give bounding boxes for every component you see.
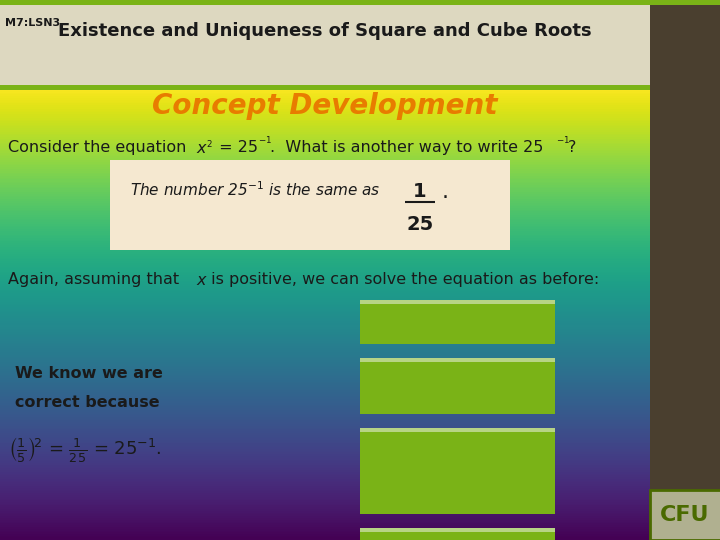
Text: is positive, we can solve the equation as before:: is positive, we can solve the equation a…	[206, 272, 599, 287]
Text: .  What is another way to write 25: . What is another way to write 25	[270, 140, 544, 155]
Text: M7:LSN3: M7:LSN3	[5, 18, 60, 28]
Text: $x$: $x$	[196, 272, 208, 289]
Text: The number 25$^{-1}$ is the same as: The number 25$^{-1}$ is the same as	[130, 180, 380, 199]
Text: .: .	[442, 182, 449, 202]
Bar	[360, 428, 555, 432]
Bar	[0, 0, 650, 5]
Text: Existence and Uniqueness of Square and Cube Roots: Existence and Uniqueness of Square and C…	[58, 22, 592, 40]
Text: Again, assuming that: Again, assuming that	[8, 272, 184, 287]
Text: $\left(\frac{1}{5}\right)^{\!2}$ = $\frac{1}{25}$ = 25$^{-1}$.: $\left(\frac{1}{5}\right)^{\!2}$ = $\fra…	[8, 435, 162, 464]
Bar	[360, 428, 555, 514]
Bar	[650, 0, 720, 540]
Text: Concept Development: Concept Development	[152, 92, 498, 120]
Bar	[360, 300, 555, 304]
Bar	[360, 528, 555, 540]
Text: 25: 25	[406, 215, 433, 234]
Bar	[0, 0, 650, 85]
Bar	[650, 490, 720, 540]
Text: Consider the equation: Consider the equation	[8, 140, 192, 155]
Bar	[650, 0, 720, 5]
Bar	[360, 528, 555, 532]
Text: correct because: correct because	[15, 395, 160, 410]
Bar	[0, 85, 650, 90]
Text: ?: ?	[568, 140, 577, 155]
Bar	[110, 160, 510, 250]
Text: 1: 1	[413, 182, 427, 201]
Text: = 25: = 25	[214, 140, 258, 155]
Text: $x$: $x$	[196, 140, 208, 157]
Text: CFU: CFU	[660, 505, 710, 525]
Bar	[650, 490, 720, 540]
Bar	[360, 358, 555, 362]
Bar	[360, 358, 555, 414]
Text: $^{-1}$: $^{-1}$	[258, 136, 272, 149]
Text: $^{-1}$: $^{-1}$	[556, 136, 570, 149]
Text: $^2$: $^2$	[206, 140, 212, 153]
Text: We know we are: We know we are	[15, 366, 163, 381]
Bar	[360, 300, 555, 344]
